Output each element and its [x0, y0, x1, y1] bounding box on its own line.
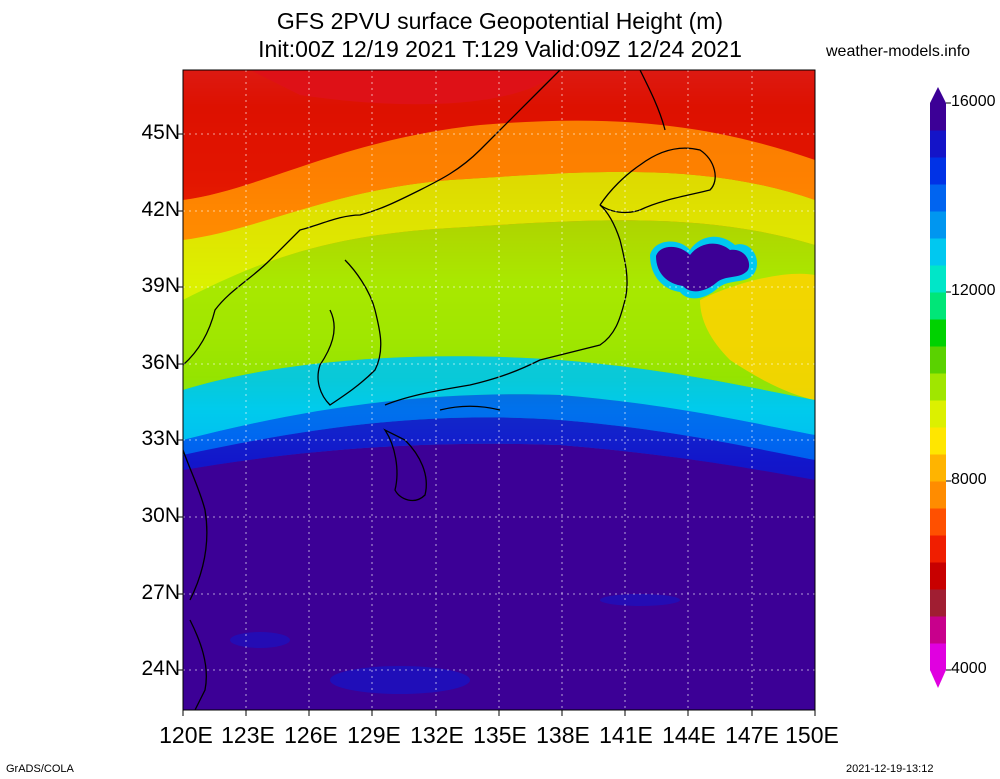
- colorbar-label-16000: 16000: [951, 93, 996, 110]
- south-speckle: [600, 594, 680, 606]
- cyan-band: [183, 356, 815, 440]
- colorbar-swatch: [930, 454, 946, 482]
- hokkaido-coast: [599, 147, 716, 214]
- coastlines: [183, 70, 716, 710]
- lon-label-144e: 144E: [662, 722, 716, 748]
- colorbar-swatch: [930, 184, 946, 212]
- chart-subtitle: Init:00Z 12/19 2021 T:129 Valid:09Z 12/2…: [258, 36, 742, 62]
- blue-band: [183, 394, 815, 460]
- east-high-core: [656, 243, 750, 292]
- colorbar-max-arrow: [930, 87, 946, 103]
- lon-label-150e: 150E: [785, 722, 839, 748]
- colorbar-swatch: [930, 400, 946, 428]
- colorbar-swatch: [930, 265, 946, 293]
- asia-coast: [183, 70, 561, 366]
- graticule: [183, 70, 815, 710]
- colorbar-swatch: [930, 319, 946, 347]
- lat-label-36n: 36N: [141, 351, 180, 374]
- colorbar: [930, 87, 951, 688]
- colorbar-swatch: [930, 373, 946, 401]
- lon-label-132e: 132E: [410, 722, 464, 748]
- chart-title: GFS 2PVU surface Geopotential Height (m): [276, 8, 724, 34]
- colorbar-swatch: [930, 103, 946, 131]
- site-credit: weather-models.info: [826, 43, 971, 60]
- china-coast: [183, 449, 208, 601]
- colorbar-swatch: [930, 589, 946, 617]
- lon-label-123e: 123E: [221, 722, 275, 748]
- shikoku-coast: [439, 405, 501, 411]
- lat-label-39n: 39N: [141, 274, 180, 297]
- colorbar-swatch: [930, 481, 946, 509]
- colorbar-swatch: [930, 643, 946, 671]
- south-purple-region: [183, 443, 815, 710]
- red-band: [183, 70, 815, 200]
- lon-label-120e: 120E: [159, 722, 213, 748]
- south-speckle: [230, 632, 290, 648]
- lon-label-147e: 147E: [725, 722, 779, 748]
- lon-label-126e: 126E: [284, 722, 338, 748]
- lon-label-141e: 141E: [599, 722, 653, 748]
- colorbar-swatch: [930, 535, 946, 563]
- taiwan-coast: [189, 619, 207, 710]
- footer-credit: GrADS/COLA: [6, 763, 74, 775]
- kyushu-coast: [383, 428, 427, 502]
- colorbar-swatch: [930, 508, 946, 536]
- colorbar-swatch: [930, 292, 946, 320]
- colorbar-swatch: [930, 346, 946, 374]
- lon-label-138e: 138E: [536, 722, 590, 748]
- colorbar-min-arrow: [930, 670, 946, 688]
- colorbar-swatch: [930, 238, 946, 266]
- korea-coast: [317, 259, 382, 406]
- lat-label-27n: 27N: [141, 581, 180, 604]
- lat-label-24n: 24N: [141, 657, 180, 680]
- lat-label-30n: 30N: [141, 504, 180, 527]
- lat-label-45n: 45N: [141, 121, 180, 144]
- colorbar-swatch: [930, 130, 946, 158]
- lat-label-33n: 33N: [141, 427, 180, 450]
- deep-blue-band: [183, 417, 815, 480]
- honshu-coast: [384, 204, 628, 406]
- colorbar-swatch: [930, 157, 946, 185]
- colorbar-label-8000: 8000: [951, 471, 987, 488]
- colorbar-label-4000: 4000: [951, 660, 987, 677]
- south-speckle: [330, 666, 470, 694]
- colorbar-label-12000: 12000: [951, 282, 996, 299]
- east-yellow-lobe: [700, 273, 815, 400]
- colorbar-swatch: [930, 427, 946, 455]
- sakhalin-coast: [639, 70, 666, 131]
- colorbar-swatch: [930, 211, 946, 239]
- footer-timestamp: 2021-12-19-13:12: [846, 763, 934, 775]
- colorbar-swatch: [930, 616, 946, 644]
- lat-label-42n: 42N: [141, 198, 180, 221]
- orange-band: [183, 120, 815, 240]
- axis-ticks: [177, 133, 816, 716]
- lon-label-135e: 135E: [473, 722, 527, 748]
- colorbar-swatch: [930, 562, 946, 590]
- lon-label-129e: 129E: [347, 722, 401, 748]
